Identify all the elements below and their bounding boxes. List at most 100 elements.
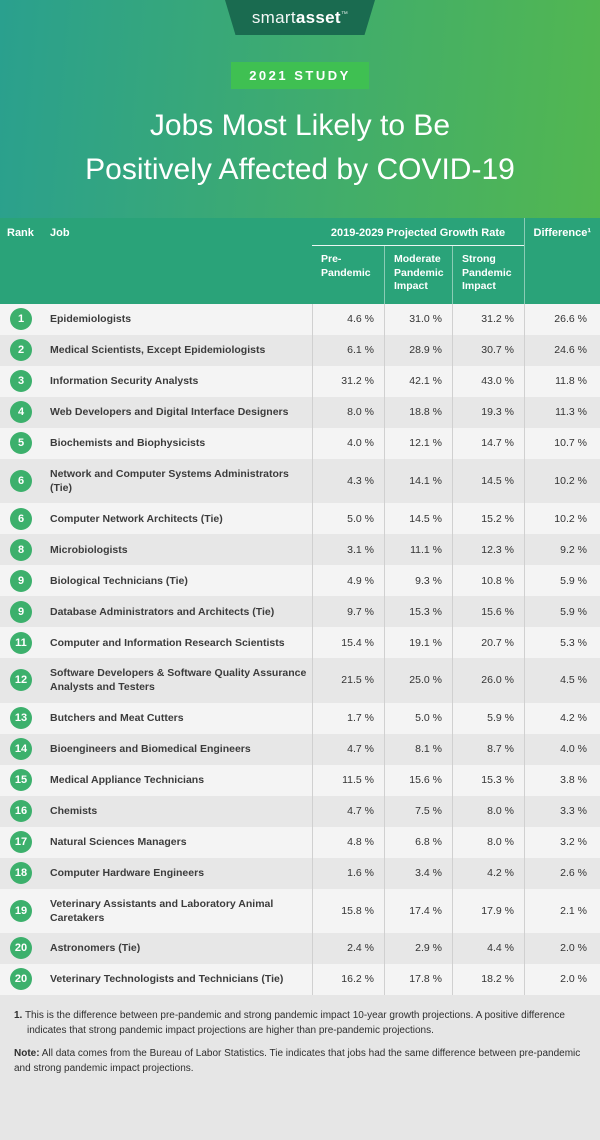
strong-impact-value: 15.2 % xyxy=(452,503,524,535)
footnote-note-label: Note: xyxy=(14,1047,40,1059)
rank-cell: 19 xyxy=(0,889,42,933)
difference-value: 2.0 % xyxy=(524,932,600,964)
rank-badge: 13 xyxy=(10,707,32,730)
table-row: 4 Web Developers and Digital Interface De… xyxy=(0,396,600,428)
rank-cell: 9 xyxy=(0,565,42,596)
difference-value: 3.2 % xyxy=(524,826,600,858)
moderate-impact-value: 42.1 % xyxy=(384,365,452,397)
pre-pandemic-value: 4.3 % xyxy=(312,458,384,504)
table-row: 16 Chemists 4.7 % 7.5 % 8.0 % 3.3 % xyxy=(0,795,600,827)
rank-cell: 5 xyxy=(0,428,42,459)
pre-pandemic-value: 3.1 % xyxy=(312,534,384,566)
pre-pandemic-value: 4.9 % xyxy=(312,565,384,597)
strong-impact-value: 17.9 % xyxy=(452,888,524,933)
job-name: Computer Hardware Engineers xyxy=(50,867,205,880)
smartasset-logo: smartasset™ xyxy=(252,8,348,28)
difference-value: 3.8 % xyxy=(524,764,600,796)
rank-badge: 12 xyxy=(10,669,32,692)
moderate-impact-value: 2.9 % xyxy=(384,932,452,964)
table-row: 11 Computer and Information Research Scie… xyxy=(0,627,600,659)
rank-badge: 5 xyxy=(10,432,32,455)
job-name: Chemists xyxy=(50,805,98,818)
footnotes: 1. This is the difference between pre-pa… xyxy=(0,994,600,1140)
table-row: 6 Network and Computer Systems Administra… xyxy=(0,458,600,504)
moderate-impact-value: 9.3 % xyxy=(384,565,452,597)
pre-pandemic-value: 15.4 % xyxy=(312,627,384,659)
table-row: 5 Biochemists and Biophysicists 4.0 % 12.1 … xyxy=(0,427,600,459)
page-title: Jobs Most Likely to Be Positively Affect… xyxy=(0,104,600,191)
logo-banner: smartasset™ xyxy=(225,0,375,35)
strong-impact-value: 43.0 % xyxy=(452,365,524,397)
strong-impact-value: 8.0 % xyxy=(452,795,524,827)
pre-pandemic-value: 4.7 % xyxy=(312,733,384,765)
strong-impact-value: 14.5 % xyxy=(452,458,524,504)
job-name: Computer and Information Research Scient… xyxy=(50,636,285,649)
footnote-1: 1. This is the difference between pre-pa… xyxy=(14,1008,584,1038)
moderate-impact-value: 14.5 % xyxy=(384,503,452,535)
table-row: 18 Computer Hardware Engineers 1.6 % 3.4 % 4… xyxy=(0,857,600,889)
difference-value: 2.1 % xyxy=(524,888,600,933)
job-name: Software Developers & Software Quality A… xyxy=(50,667,307,694)
strong-impact-value: 4.4 % xyxy=(452,932,524,964)
moderate-impact-value: 14.1 % xyxy=(384,458,452,504)
pre-pandemic-value: 1.6 % xyxy=(312,857,384,889)
job-name: Medical Appliance Technicians xyxy=(50,774,205,787)
strong-impact-value: 8.7 % xyxy=(452,733,524,765)
table-row: 14 Bioengineers and Biomedical Engineers 4… xyxy=(0,733,600,765)
rank-cell: 9 xyxy=(0,596,42,627)
strong-impact-value: 20.7 % xyxy=(452,627,524,659)
job-name: Microbiologists xyxy=(50,543,128,556)
rank-cell: 11 xyxy=(0,627,42,658)
table-row: 9 Biological Technicians (Tie) 4.9 % 9.3 % 1… xyxy=(0,565,600,597)
moderate-impact-value: 17.4 % xyxy=(384,888,452,933)
rank-badge: 17 xyxy=(10,831,32,854)
rank-cell: 13 xyxy=(0,703,42,734)
difference-value: 4.2 % xyxy=(524,702,600,734)
table-row: 20 Veterinary Technologists and Technicia… xyxy=(0,963,600,995)
table-row: 19 Veterinary Assistants and Laboratory A… xyxy=(0,888,600,933)
pre-pandemic-value: 21.5 % xyxy=(312,658,384,703)
job-name: Network and Computer Systems Administrat… xyxy=(50,467,289,495)
strong-impact-value: 18.2 % xyxy=(452,963,524,995)
difference-value: 3.3 % xyxy=(524,795,600,827)
rank-cell: 16 xyxy=(0,796,42,827)
rank-cell: 6 xyxy=(0,503,42,534)
logo-text-smart: smart xyxy=(251,7,296,27)
table-row: 20 Astronomers (Tie) 2.4 % 2.9 % 4.4 % 2.0 % xyxy=(0,932,600,964)
table-row: 2 Medical Scientists, Except Epidemiologi… xyxy=(0,334,600,366)
moderate-impact-value: 25.0 % xyxy=(384,658,452,703)
rank-cell: 8 xyxy=(0,534,42,565)
difference-value: 5.9 % xyxy=(524,565,600,597)
difference-value: 2.0 % xyxy=(524,963,600,995)
moderate-impact-value: 12.1 % xyxy=(384,427,452,459)
job-name: Natural Sciences Managers xyxy=(50,836,187,849)
job-name: Biochemists and Biophysicists xyxy=(50,437,206,450)
table-row: 13 Butchers and Meat Cutters 1.7 % 5.0 % 5.9… xyxy=(0,702,600,734)
pre-pandemic-value: 31.2 % xyxy=(312,365,384,397)
job-name: Bioengineers and Biomedical Engineers xyxy=(50,743,251,756)
moderate-impact-value: 18.8 % xyxy=(384,396,452,428)
strong-impact-value: 26.0 % xyxy=(452,658,524,703)
table-header: Rank Job 2019-2029 Projected Growth Rate… xyxy=(0,218,600,304)
rank-badge: 20 xyxy=(10,968,32,991)
table-row: 9 Database Administrators and Architects … xyxy=(0,596,600,628)
moderate-impact-value: 3.4 % xyxy=(384,857,452,889)
rank-cell: 15 xyxy=(0,765,42,796)
logo-trademark: ™ xyxy=(340,10,349,18)
table-row: 6 Computer Network Architects (Tie) 5.0 % 1… xyxy=(0,503,600,535)
moderate-impact-value: 31.0 % xyxy=(384,303,452,335)
logo-text-asset: asset xyxy=(295,7,341,27)
col-header-pre-pandemic: Pre-Pandemic xyxy=(321,253,371,279)
col-header-growth-group: 2019-2029 Projected Growth Rate xyxy=(312,218,524,246)
col-header-difference: Difference¹ xyxy=(524,218,600,304)
strong-impact-value: 14.7 % xyxy=(452,427,524,459)
difference-value: 4.5 % xyxy=(524,658,600,703)
rank-badge: 9 xyxy=(10,600,32,623)
rank-cell: 1 xyxy=(0,304,42,335)
rank-badge: 6 xyxy=(10,470,32,493)
pre-pandemic-value: 6.1 % xyxy=(312,334,384,366)
rank-cell: 20 xyxy=(0,933,42,964)
rank-badge: 19 xyxy=(10,899,32,922)
footnote-note: Note: All data comes from the Bureau of … xyxy=(14,1046,584,1076)
strong-impact-value: 15.6 % xyxy=(452,596,524,628)
